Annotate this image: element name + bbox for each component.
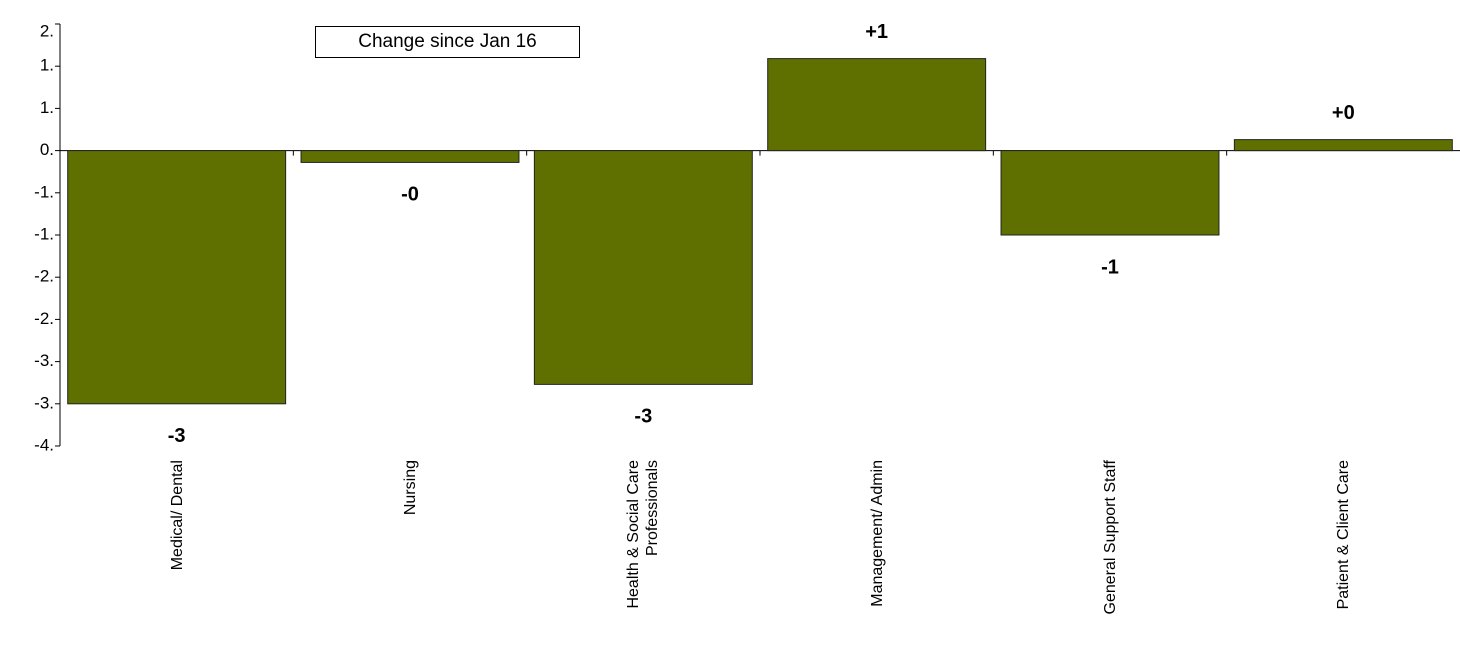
value-label: -3 [634,406,652,428]
y-tick-label: -2. [34,267,54,286]
x-tick-label: Medical/ Dental [168,460,186,571]
y-tick-label: 1. [40,56,54,75]
value-label: -3 [168,425,186,447]
value-label: -0 [401,184,419,206]
value-label: +0 [1332,102,1355,124]
x-tick-label: General Support Staff [1101,460,1119,615]
bar [67,150,287,405]
y-tick-label: -4. [34,435,54,454]
x-tick-label: Nursing [401,460,419,516]
bar [1233,139,1453,152]
y-tick-label: -2. [34,309,54,328]
x-tick-label: Patient & Client Care [1334,460,1352,610]
y-tick-label: -3. [34,393,54,412]
y-tick-label: -3. [34,351,54,370]
value-label: -1 [1101,256,1119,278]
bar [300,150,520,163]
y-tick-label: 2. [40,21,54,40]
bar [1000,150,1220,236]
y-tick-label: -1. [34,224,54,243]
annotation: Change since Jan 16 [315,26,580,58]
bar [533,150,753,385]
y-tick-label: 1. [40,98,54,117]
bar [767,58,987,152]
y-tick-label: -1. [34,182,54,201]
y-tick-label: 0. [40,140,54,159]
value-label: +1 [865,21,888,43]
x-tick-label: Management/ Admin [868,460,886,607]
x-tick-label: Health & Social Care Professionals [625,460,662,609]
